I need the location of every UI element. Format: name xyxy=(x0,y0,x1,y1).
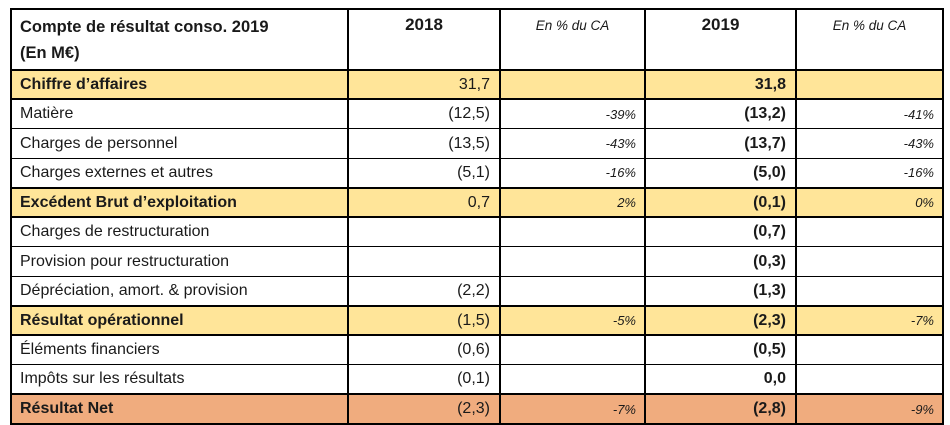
table-title-line2: (En M€) xyxy=(20,44,80,63)
pct-2018-cell: -43% xyxy=(499,128,646,159)
value-2018-cell: (0,6) xyxy=(347,334,501,366)
row-label-cell: Charges de restructuration xyxy=(10,216,349,248)
value-2018-cell: (1,5) xyxy=(347,304,501,337)
value-2019-cell: (5,0) xyxy=(644,157,797,189)
income-statement-table-container: Compte de résultat conso. 2019 (En M€) 2… xyxy=(10,8,944,425)
table-body: Chiffre d’affaires 31,7 31,8 Matière (12,5) -… xyxy=(10,68,944,425)
table-row: Excédent Brut d’exploitation 0,7 2% (0,1) 0% xyxy=(10,186,944,219)
pct-2018-cell xyxy=(499,334,646,366)
value-2019-cell: 0,0 xyxy=(644,364,797,395)
pct-2019-cell xyxy=(795,216,944,248)
income-statement-table: Compte de résultat conso. 2019 (En M€) 2… xyxy=(10,8,944,425)
pct-2018-cell xyxy=(499,275,646,307)
pct-2018-cell: -16% xyxy=(499,157,646,189)
column-header-2019: 2019 xyxy=(644,9,797,71)
table-title-cell: Compte de résultat conso. 2019 (En M€) xyxy=(10,9,349,71)
pct-2018-cell xyxy=(499,246,646,277)
table-row: Résultat opérationnel (1,5) -5% (2,3) -7% xyxy=(10,304,944,337)
value-2018-cell: (2,3) xyxy=(347,393,501,425)
value-2018-cell xyxy=(347,216,501,248)
table-row: Charges de personnel (13,5) -43% (13,7) -43% xyxy=(10,128,944,159)
table-row: Dépréciation, amort. & provision (2,2) (1,… xyxy=(10,275,944,307)
value-2019-cell: (0,7) xyxy=(644,216,797,248)
pct-2019-cell: -43% xyxy=(795,128,944,159)
table-row: Charges externes et autres (5,1) -16% (5,0)… xyxy=(10,157,944,189)
row-label-cell: Dépréciation, amort. & provision xyxy=(10,275,349,307)
pct-2019-cell xyxy=(795,68,944,101)
pct-2019-cell xyxy=(795,364,944,395)
value-2019-cell: (13,2) xyxy=(644,98,797,130)
pct-2018-cell xyxy=(499,68,646,101)
table-header: Compte de résultat conso. 2019 (En M€) 2… xyxy=(10,9,944,71)
table-row: Impôts sur les résultats (0,1) 0,0 xyxy=(10,364,944,395)
table-title-line1: Compte de résultat conso. 2019 xyxy=(20,18,269,36)
column-header-pct-2019: En % du CA xyxy=(795,9,944,71)
value-2018-cell: (12,5) xyxy=(347,98,501,130)
table-row: Matière (12,5) -39% (13,2) -41% xyxy=(10,98,944,130)
pct-2019-cell: -16% xyxy=(795,157,944,189)
pct-2019-cell: -41% xyxy=(795,98,944,130)
value-2018-cell: 0,7 xyxy=(347,186,501,219)
row-label-cell: Charges externes et autres xyxy=(10,157,349,189)
value-2019-cell: (0,5) xyxy=(644,334,797,366)
pct-2018-cell xyxy=(499,216,646,248)
pct-2019-cell: -7% xyxy=(795,304,944,337)
row-label-cell: Chiffre d’affaires xyxy=(10,68,349,101)
value-2019-cell: (1,3) xyxy=(644,275,797,307)
row-label-cell: Charges de personnel xyxy=(10,128,349,159)
value-2018-cell: (0,1) xyxy=(347,364,501,395)
table-row: Charges de restructuration (0,7) xyxy=(10,216,944,248)
pct-2018-cell xyxy=(499,364,646,395)
value-2018-cell: 31,7 xyxy=(347,68,501,101)
value-2019-cell: (0,3) xyxy=(644,246,797,277)
value-2019-cell: (2,3) xyxy=(644,304,797,337)
value-2018-cell: (2,2) xyxy=(347,275,501,307)
pct-2018-cell: 2% xyxy=(499,186,646,219)
table-row: Résultat Net (2,3) -7% (2,8) -9% xyxy=(10,393,944,425)
pct-2019-cell xyxy=(795,246,944,277)
value-2019-cell: (2,8) xyxy=(644,393,797,425)
value-2019-cell: (0,1) xyxy=(644,186,797,219)
value-2019-cell: (13,7) xyxy=(644,128,797,159)
column-header-pct-2018: En % du CA xyxy=(499,9,646,71)
pct-2019-cell xyxy=(795,334,944,366)
pct-2019-cell: -9% xyxy=(795,393,944,425)
row-label-cell: Impôts sur les résultats xyxy=(10,364,349,395)
row-label-cell: Résultat Net xyxy=(10,393,349,425)
row-label-cell: Matière xyxy=(10,98,349,130)
row-label-cell: Éléments financiers xyxy=(10,334,349,366)
value-2018-cell: (13,5) xyxy=(347,128,501,159)
pct-2018-cell: -7% xyxy=(499,393,646,425)
row-label-cell: Excédent Brut d’exploitation xyxy=(10,186,349,219)
value-2018-cell: (5,1) xyxy=(347,157,501,189)
table-row: Éléments financiers (0,6) (0,5) xyxy=(10,334,944,366)
column-header-2018: 2018 xyxy=(347,9,501,71)
row-label-cell: Résultat opérationnel xyxy=(10,304,349,337)
pct-2019-cell xyxy=(795,275,944,307)
pct-2018-cell: -39% xyxy=(499,98,646,130)
table-row: Chiffre d’affaires 31,7 31,8 xyxy=(10,68,944,101)
pct-2018-cell: -5% xyxy=(499,304,646,337)
value-2018-cell xyxy=(347,246,501,277)
pct-2019-cell: 0% xyxy=(795,186,944,219)
row-label-cell: Provision pour restructuration xyxy=(10,246,349,277)
header-row: Compte de résultat conso. 2019 (En M€) 2… xyxy=(10,9,944,71)
value-2019-cell: 31,8 xyxy=(644,68,797,101)
table-row: Provision pour restructuration (0,3) xyxy=(10,246,944,277)
